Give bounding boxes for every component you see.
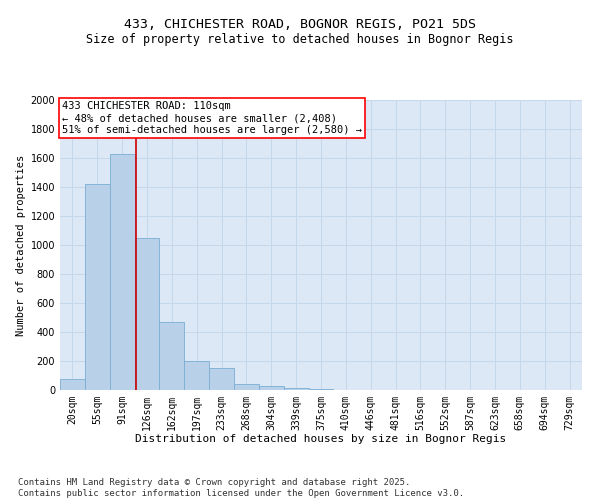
Bar <box>85 184 110 390</box>
Bar <box>60 379 85 390</box>
Bar <box>259 386 284 390</box>
Bar <box>234 384 259 390</box>
Bar <box>110 154 134 390</box>
Text: Contains HM Land Registry data © Crown copyright and database right 2025.
Contai: Contains HM Land Registry data © Crown c… <box>18 478 464 498</box>
Text: Size of property relative to detached houses in Bognor Regis: Size of property relative to detached ho… <box>86 32 514 46</box>
Text: 433 CHICHESTER ROAD: 110sqm
← 48% of detached houses are smaller (2,408)
51% of : 433 CHICHESTER ROAD: 110sqm ← 48% of det… <box>62 102 362 134</box>
Y-axis label: Number of detached properties: Number of detached properties <box>16 154 26 336</box>
Text: 433, CHICHESTER ROAD, BOGNOR REGIS, PO21 5DS: 433, CHICHESTER ROAD, BOGNOR REGIS, PO21… <box>124 18 476 30</box>
Bar <box>308 388 334 390</box>
Bar <box>134 238 160 390</box>
Bar <box>160 322 184 390</box>
Bar <box>284 388 308 390</box>
Bar <box>184 361 209 390</box>
X-axis label: Distribution of detached houses by size in Bognor Regis: Distribution of detached houses by size … <box>136 434 506 444</box>
Bar <box>209 368 234 390</box>
